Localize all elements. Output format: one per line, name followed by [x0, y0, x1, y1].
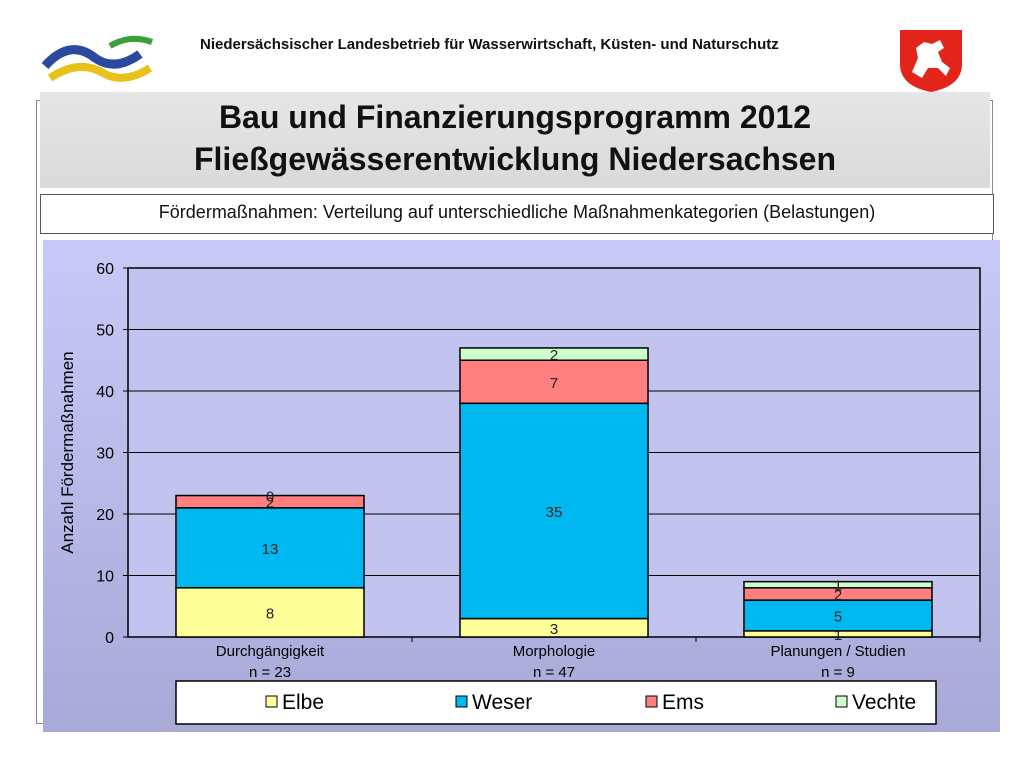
bar-segment-weser: [175, 507, 365, 589]
data-label: 13: [262, 541, 279, 558]
bar-segment-vechte: [459, 347, 649, 362]
organization-name: Niedersächsischer Landesbetrieb für Wass…: [200, 36, 779, 53]
legend-label: Elbe: [282, 691, 324, 714]
legend-label: Ems: [662, 691, 704, 714]
x-tick-sublabel: n = 23: [249, 664, 291, 681]
nlwkn-logo: [41, 35, 154, 82]
y-tick-label: 20: [96, 507, 114, 524]
slide-title: Bau und Finanzierungsprogramm 2012 Fließ…: [40, 96, 990, 180]
data-label: 7: [550, 375, 558, 392]
bar-segment-ems: [175, 494, 365, 509]
y-axis-label: Anzahl Fördermaßnahmen: [58, 351, 77, 553]
data-label: 2: [266, 495, 274, 512]
lower-saxony-crest-icon: [900, 30, 962, 92]
data-label: 2: [834, 587, 842, 604]
y-tick-label: 50: [96, 323, 114, 340]
data-label: 5: [834, 608, 842, 625]
x-tick-label: Durchgängigkeit: [216, 643, 325, 660]
x-tick-sublabel: n = 47: [533, 664, 575, 681]
data-label: 2: [550, 347, 558, 364]
bar-segment-vechte: [743, 580, 933, 589]
legend-label: Weser: [472, 691, 532, 714]
title-line-1: Bau und Finanzierungsprogramm 2012: [218, 99, 812, 135]
x-tick-label: Morphologie: [513, 643, 596, 660]
slide-subtitle: Fördermaßnahmen: Verteilung auf untersch…: [158, 202, 876, 222]
bar-segment-ems: [459, 359, 649, 405]
data-label: 0: [266, 489, 274, 506]
data-label: 3: [550, 621, 558, 638]
data-label: 1: [834, 578, 842, 595]
legend-box: [175, 680, 937, 725]
legend-label: Vechte: [852, 691, 916, 714]
y-tick-label: 0: [105, 630, 114, 647]
data-label: 35: [546, 504, 563, 521]
y-tick-label: 30: [96, 446, 114, 463]
subtitle-box: [40, 194, 994, 234]
legend-swatch-weser: [455, 695, 468, 708]
y-tick-label: 40: [96, 384, 114, 401]
title-line-2: Fließgewässerentwicklung Niedersachsen: [193, 141, 836, 177]
x-tick-sublabel: n = 9: [821, 664, 855, 681]
bar-segment-weser: [459, 402, 649, 620]
y-tick-label: 60: [96, 261, 114, 278]
x-tick-label: Planungen / Studien: [770, 643, 905, 660]
y-tick-label: 10: [96, 569, 114, 586]
legend-swatch-ems: [645, 695, 658, 708]
legend-swatch-elbe: [265, 695, 278, 708]
title-background: [40, 92, 990, 188]
bar-segment-weser: [743, 599, 933, 632]
data-label: 8: [266, 605, 274, 622]
legend-swatch-vechte: [835, 695, 848, 708]
data-label: 1: [834, 627, 842, 644]
